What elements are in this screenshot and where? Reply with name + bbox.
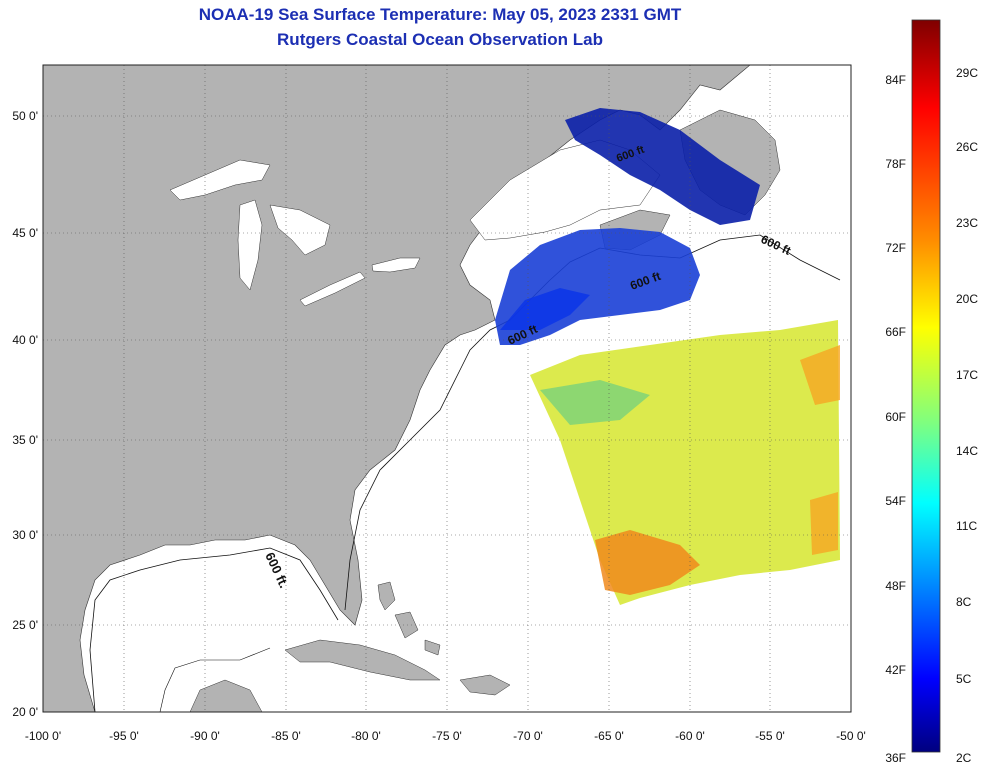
map-title: NOAA-19 Sea Surface Temperature: May 05,…	[198, 5, 682, 24]
lon-label: -80 0'	[351, 729, 381, 743]
lake-ontario	[371, 257, 421, 273]
colorbar-c-label: 23C	[956, 216, 978, 230]
lon-label: -75 0'	[432, 729, 462, 743]
map-border	[42, 64, 852, 713]
land-cuba	[284, 639, 441, 681]
lon-label: -55 0'	[755, 729, 785, 743]
lon-label: -65 0'	[594, 729, 624, 743]
lat-label: 20 0'	[12, 705, 38, 719]
lon-label: -95 0'	[109, 729, 139, 743]
colorbar-fahrenheit-labels: 84F 78F 72F 66F 60F 54F 48F 42F 36F	[885, 73, 906, 765]
colorbar-c-label: 5C	[956, 672, 972, 686]
colorbar-c-label: 11C	[956, 519, 977, 533]
land-hispaniola	[459, 674, 511, 696]
lat-label: 30 0'	[12, 528, 38, 542]
lat-label: 25 0'	[12, 618, 38, 632]
colorbar-c-label: 14C	[956, 444, 978, 458]
colorbar-c-label: 29C	[956, 66, 978, 80]
sst-orange-east	[800, 345, 840, 555]
colorbar-f-label: 66F	[885, 325, 906, 339]
lake-superior	[169, 159, 271, 201]
lat-label: 50 0'	[12, 109, 38, 123]
colorbar-f-label: 60F	[885, 410, 906, 424]
colorbar-c-label: 20C	[956, 292, 978, 306]
colorbar-f-label: 36F	[885, 751, 906, 765]
grid	[43, 65, 851, 712]
st-lawrence-gulf	[469, 139, 661, 241]
lat-label: 35 0'	[12, 433, 38, 447]
land-bahamas	[377, 581, 441, 656]
colorbar-f-label: 54F	[885, 494, 906, 508]
lake-huron	[269, 204, 331, 256]
colorbar-f-label: 42F	[885, 663, 906, 677]
lon-label: -60 0'	[675, 729, 705, 743]
map-subtitle: Rutgers Coastal Ocean Observation Lab	[277, 30, 603, 49]
colorbar-f-label: 78F	[885, 157, 906, 171]
latitude-labels: 50 0' 45 0' 40 0' 35 0' 30 0' 25 0' 20 0…	[12, 109, 38, 719]
isobath-gulf	[159, 647, 271, 712]
lon-label: -100 0'	[25, 729, 61, 743]
colorbar-f-label: 72F	[885, 241, 906, 255]
lon-label: -70 0'	[513, 729, 543, 743]
longitude-labels: -100 0' -95 0' -90 0' -85 0' -80 0' -75 …	[25, 729, 866, 743]
colorbar	[911, 19, 941, 753]
colorbar-f-label: 84F	[885, 73, 906, 87]
sst-swath-ne	[565, 108, 760, 225]
colorbar-celsius-labels: 29C 26C 23C 20C 17C 14C 11C 8C 5C 2C	[956, 66, 978, 765]
lon-label: -50 0'	[836, 729, 866, 743]
sst-warm-core	[595, 530, 700, 595]
lake-erie	[299, 271, 366, 307]
colorbar-f-label: 48F	[885, 579, 906, 593]
colorbar-c-label: 2C	[956, 751, 972, 765]
lon-label: -85 0'	[271, 729, 301, 743]
lon-label: -90 0'	[190, 729, 220, 743]
lake-michigan	[237, 199, 263, 291]
sst-swath-gulf-maine	[500, 288, 590, 330]
colorbar-c-label: 17C	[956, 368, 978, 382]
sst-green-band	[540, 380, 650, 425]
colorbar-c-label: 8C	[956, 595, 972, 609]
land-yucatan	[189, 679, 263, 712]
lat-label: 40 0'	[12, 333, 38, 347]
lat-label: 45 0'	[12, 226, 38, 240]
colorbar-c-label: 26C	[956, 140, 978, 154]
